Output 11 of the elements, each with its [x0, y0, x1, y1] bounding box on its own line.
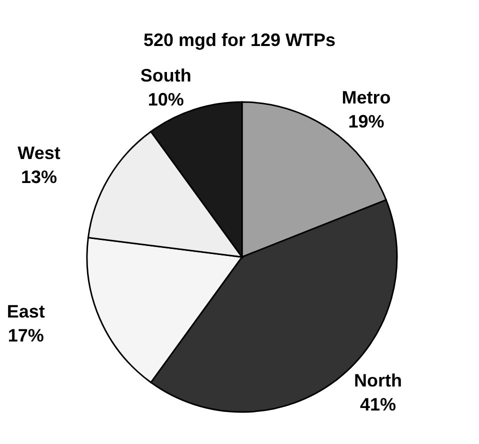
data-label: 19% [348, 111, 384, 132]
chart-title: 520 mgd for 129 WTPs [142, 30, 337, 51]
data-label: 17% [8, 326, 44, 346]
data-label: 10% [148, 90, 184, 110]
slice-label: South [140, 66, 192, 86]
slice-label: West [18, 142, 60, 163]
slice-label: North [354, 370, 402, 390]
slice-label: Metro [342, 87, 391, 108]
slice-label: East [6, 302, 45, 322]
data-label: 13% [21, 166, 58, 187]
data-label: 41% [360, 394, 396, 414]
